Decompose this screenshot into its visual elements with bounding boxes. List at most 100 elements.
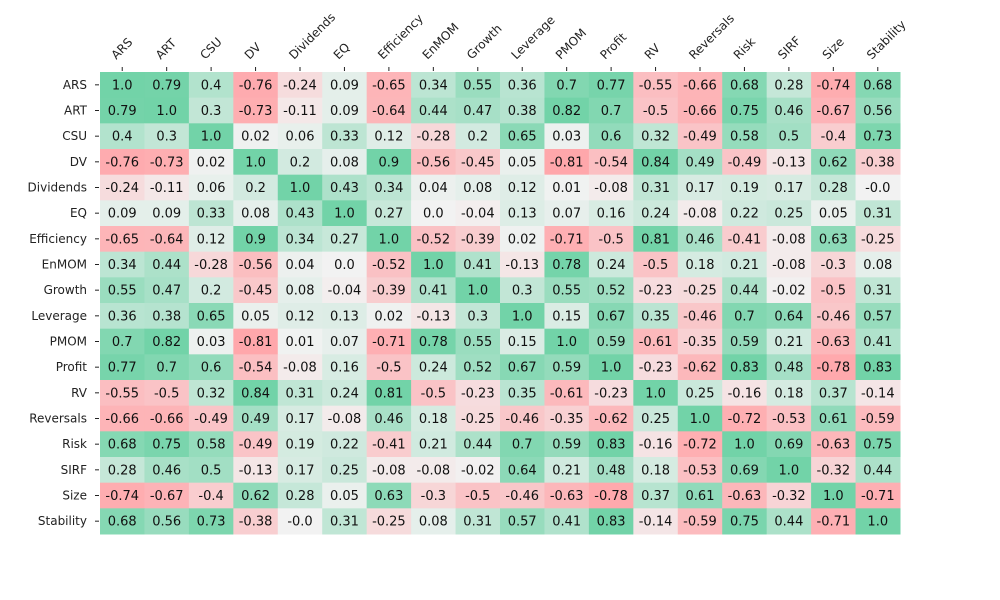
y-tick-label: EnMOM bbox=[42, 258, 87, 272]
cell-value-label: 1.0 bbox=[467, 284, 488, 299]
cell-value-label: 0.31 bbox=[330, 515, 359, 530]
cell-value-label: 0.22 bbox=[730, 207, 759, 222]
cell-value-label: 0.24 bbox=[330, 386, 359, 401]
cell-value-label: 0.09 bbox=[330, 78, 359, 93]
cell-value-label: 0.06 bbox=[197, 181, 226, 196]
cell-value-label: 0.68 bbox=[108, 515, 137, 530]
cell-value-label: 0.6 bbox=[601, 130, 622, 145]
cell-value-label: -0.08 bbox=[417, 463, 451, 478]
cell-value-label: -0.13 bbox=[505, 258, 539, 273]
cell-value-label: 1.0 bbox=[245, 155, 266, 170]
cell-value-label: 0.17 bbox=[286, 463, 315, 478]
cell-value-label: 0.5 bbox=[201, 463, 222, 478]
cell-value-label: 0.34 bbox=[108, 258, 137, 273]
cell-value-label: -0.04 bbox=[461, 207, 495, 222]
cell-value-label: -0.5 bbox=[376, 361, 401, 376]
cell-value-label: 0.08 bbox=[241, 207, 270, 222]
cell-value-label: 0.63 bbox=[374, 489, 403, 504]
x-tick-label: EnMOM bbox=[420, 20, 462, 62]
cell-value-label: 0.55 bbox=[463, 335, 492, 350]
cell-value-label: 0.05 bbox=[241, 309, 270, 324]
cell-value-label: 0.44 bbox=[774, 515, 803, 530]
cell-value-label: -0.59 bbox=[683, 515, 717, 530]
cell-value-label: 1.0 bbox=[201, 130, 222, 145]
cell-value-label: -0.59 bbox=[861, 412, 895, 427]
cell-value-label: 0.17 bbox=[686, 181, 715, 196]
cell-value-label: 0.49 bbox=[686, 155, 715, 170]
cell-value-label: 0.61 bbox=[686, 489, 715, 504]
cell-value-label: 0.75 bbox=[730, 104, 759, 119]
cell-value-label: -0.63 bbox=[817, 438, 851, 453]
cell-value-label: 1.0 bbox=[423, 258, 444, 273]
cell-value-label: -0.23 bbox=[639, 284, 673, 299]
cell-value-label: 0.08 bbox=[330, 155, 359, 170]
cell-value-label: 1.0 bbox=[601, 361, 622, 376]
cell-value-label: 0.31 bbox=[863, 284, 892, 299]
cell-value-label: -0.25 bbox=[372, 515, 406, 530]
cell-value-label: 0.15 bbox=[508, 335, 537, 350]
cell-value-label: 0.65 bbox=[508, 130, 537, 145]
cell-value-label: -0.55 bbox=[639, 78, 673, 93]
cell-value-label: -0.73 bbox=[239, 104, 273, 119]
y-tick-label: Stability bbox=[38, 514, 87, 528]
cell-value-label: 0.47 bbox=[463, 104, 492, 119]
cell-value-label: 0.46 bbox=[774, 104, 803, 119]
cell-value-label: 0.58 bbox=[197, 438, 226, 453]
cell-value-label: 0.13 bbox=[508, 207, 537, 222]
cell-value-label: -0.76 bbox=[239, 78, 273, 93]
cell-value-label: 1.0 bbox=[112, 78, 133, 93]
cell-value-label: -0.0 bbox=[865, 181, 890, 196]
y-tick-label: Size bbox=[62, 489, 87, 503]
cell-value-label: 0.43 bbox=[286, 207, 315, 222]
cell-value-label: 0.35 bbox=[508, 386, 537, 401]
cell-value-label: -0.54 bbox=[594, 155, 628, 170]
cell-value-label: 0.58 bbox=[730, 130, 759, 145]
cell-value-label: 0.83 bbox=[730, 361, 759, 376]
cell-value-label: 0.83 bbox=[597, 515, 626, 530]
cell-value-label: -0.78 bbox=[817, 361, 851, 376]
cell-value-label: 0.21 bbox=[419, 438, 448, 453]
cell-value-label: 0.24 bbox=[641, 207, 670, 222]
cell-value-label: -0.64 bbox=[372, 104, 406, 119]
cell-value-label: 1.0 bbox=[556, 335, 577, 350]
y-tick-label: RV bbox=[71, 386, 88, 400]
cell-value-label: 0.84 bbox=[641, 155, 670, 170]
cell-value-label: 0.7 bbox=[512, 438, 533, 453]
cell-value-label: 0.32 bbox=[197, 386, 226, 401]
cell-value-label: -0.62 bbox=[594, 412, 628, 427]
cell-value-label: 0.28 bbox=[819, 181, 848, 196]
cell-value-label: 0.44 bbox=[152, 258, 181, 273]
cell-value-label: 0.12 bbox=[286, 309, 315, 324]
cell-value-label: -0.72 bbox=[683, 438, 717, 453]
cell-value-label: -0.81 bbox=[550, 155, 584, 170]
cell-value-label: 0.09 bbox=[152, 207, 181, 222]
cell-value-label: 0.59 bbox=[597, 335, 626, 350]
cell-value-label: -0.13 bbox=[417, 309, 451, 324]
cell-value-label: -0.74 bbox=[105, 489, 139, 504]
y-tick-label: Dividends bbox=[28, 181, 87, 195]
cell-value-label: 0.62 bbox=[819, 155, 848, 170]
cell-value-label: -0.46 bbox=[683, 309, 717, 324]
cell-value-label: -0.73 bbox=[150, 155, 184, 170]
cell-value-label: 0.27 bbox=[374, 207, 403, 222]
x-tick-label: RV bbox=[642, 40, 664, 62]
cell-value-label: -0.71 bbox=[372, 335, 406, 350]
cell-value-label: 0.22 bbox=[330, 438, 359, 453]
cell-value-label: -0.08 bbox=[772, 232, 806, 247]
cell-value-label: -0.25 bbox=[683, 284, 717, 299]
cell-value-label: 0.68 bbox=[730, 78, 759, 93]
cell-value-label: -0.49 bbox=[728, 155, 762, 170]
cell-value-label: -0.38 bbox=[239, 515, 273, 530]
cell-value-label: -0.67 bbox=[817, 104, 851, 119]
cell-value-label: 1.0 bbox=[645, 386, 666, 401]
cell-value-label: 0.57 bbox=[863, 309, 892, 324]
cell-value-label: -0.32 bbox=[772, 489, 806, 504]
cell-value-label: -0.16 bbox=[639, 438, 673, 453]
cell-value-label: 0.7 bbox=[156, 361, 177, 376]
cell-value-label: -0.63 bbox=[817, 335, 851, 350]
cell-value-label: 0.12 bbox=[197, 232, 226, 247]
cell-value-label: 0.68 bbox=[863, 78, 892, 93]
y-tick-label: Reversals bbox=[29, 412, 87, 426]
cell-value-label: 0.38 bbox=[152, 309, 181, 324]
cell-value-label: 0.43 bbox=[330, 181, 359, 196]
